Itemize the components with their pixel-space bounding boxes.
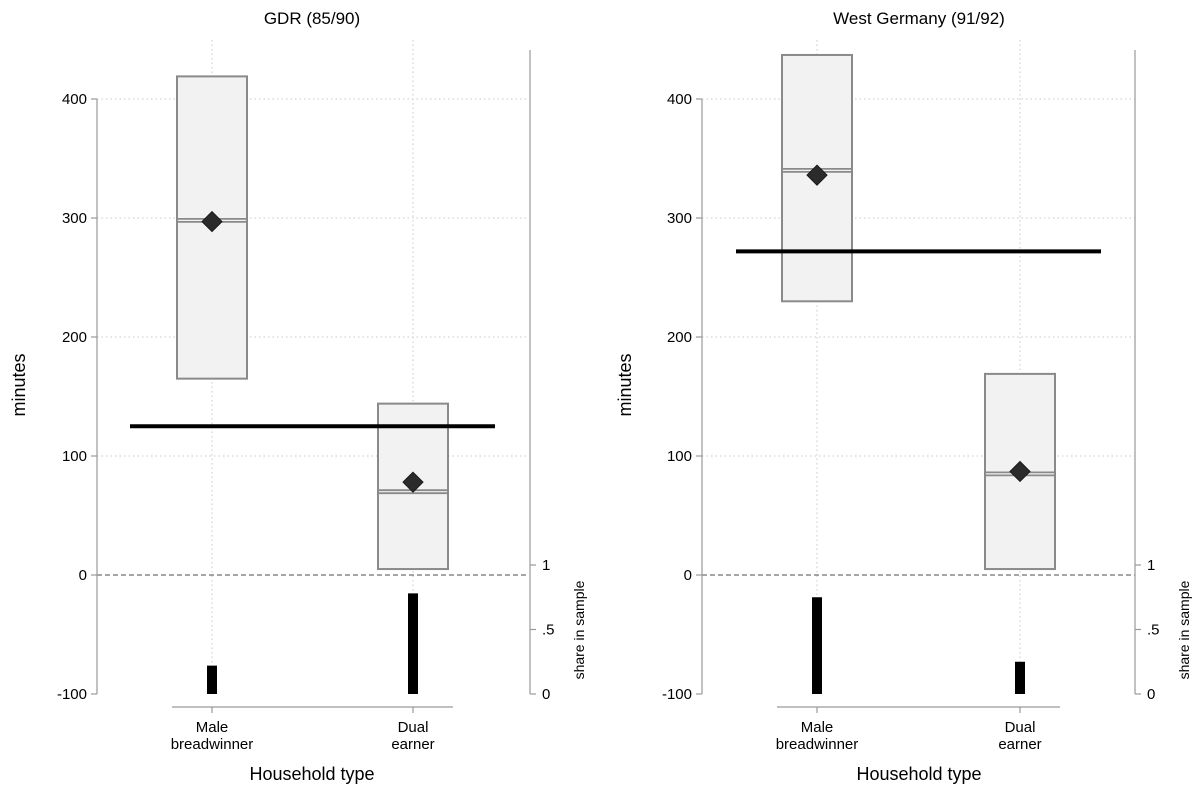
panel-gdr: GDR (85/90) -100 0 100 200 300 400 minutes 0 .5 1 s… (9, 9, 587, 784)
y2-tick-label: 1 (1147, 557, 1155, 574)
y-tick-label: 200 (62, 329, 87, 346)
y2-tick-label: 0 (1147, 686, 1155, 703)
y2-axis-title: share in sample (1176, 580, 1192, 679)
y-tick-label: 100 (667, 448, 692, 465)
share-bar (408, 593, 418, 694)
panel-west-germany: West Germany (91/92) -100 0 100 200 300 400 min… (615, 9, 1192, 784)
x-axis-title: Household type (249, 764, 374, 784)
y-tick-label: 300 (667, 210, 692, 227)
y-tick-label: 400 (62, 91, 87, 108)
x-tick-label: Dual earner (391, 719, 434, 753)
y2-tick-label: .5 (1147, 622, 1160, 639)
x-tick-label-line1: Dual (1005, 719, 1036, 736)
y2-axis-title: share in sample (571, 580, 587, 679)
share-bar (1015, 661, 1025, 694)
x-tick-label-line2: earner (998, 736, 1041, 753)
y-tick-label: 400 (667, 91, 692, 108)
y-tick-label: 0 (79, 567, 87, 584)
y-tick-label: 200 (667, 329, 692, 346)
mean-marker (402, 471, 424, 493)
mean-marker (1009, 460, 1031, 483)
y2-tick-label: 0 (542, 686, 550, 703)
x-tick-label-line1: Male (196, 719, 229, 736)
share-bar (207, 665, 217, 694)
mean-marker (806, 164, 828, 186)
share-bar (812, 597, 822, 694)
y2-tick-label: .5 (542, 622, 555, 639)
y-tick-label: -100 (57, 686, 87, 703)
panel-title: West Germany (91/92) (833, 9, 1005, 28)
y-axis-title: minutes (615, 353, 635, 416)
x-tick-label: Male breadwinner (776, 719, 859, 753)
y-axis-title: minutes (9, 353, 29, 416)
x-tick-label-line1: Dual (398, 719, 429, 736)
x-axis-title: Household type (856, 764, 981, 784)
x-tick-label-line2: breadwinner (171, 736, 254, 753)
y-tick-label: -100 (662, 686, 692, 703)
y-tick-label: 0 (684, 567, 692, 584)
x-tick-label: Dual earner (998, 719, 1041, 753)
x-tick-label-line2: earner (391, 736, 434, 753)
y-tick-label: 100 (62, 448, 87, 465)
y2-tick-label: 1 (542, 557, 550, 574)
mean-marker (201, 210, 223, 233)
y-tick-label: 300 (62, 210, 87, 227)
x-tick-label-line1: Male (801, 719, 834, 736)
x-tick-label: Male breadwinner (171, 719, 254, 753)
panel-title: GDR (85/90) (264, 9, 360, 28)
x-tick-label-line2: breadwinner (776, 736, 859, 753)
